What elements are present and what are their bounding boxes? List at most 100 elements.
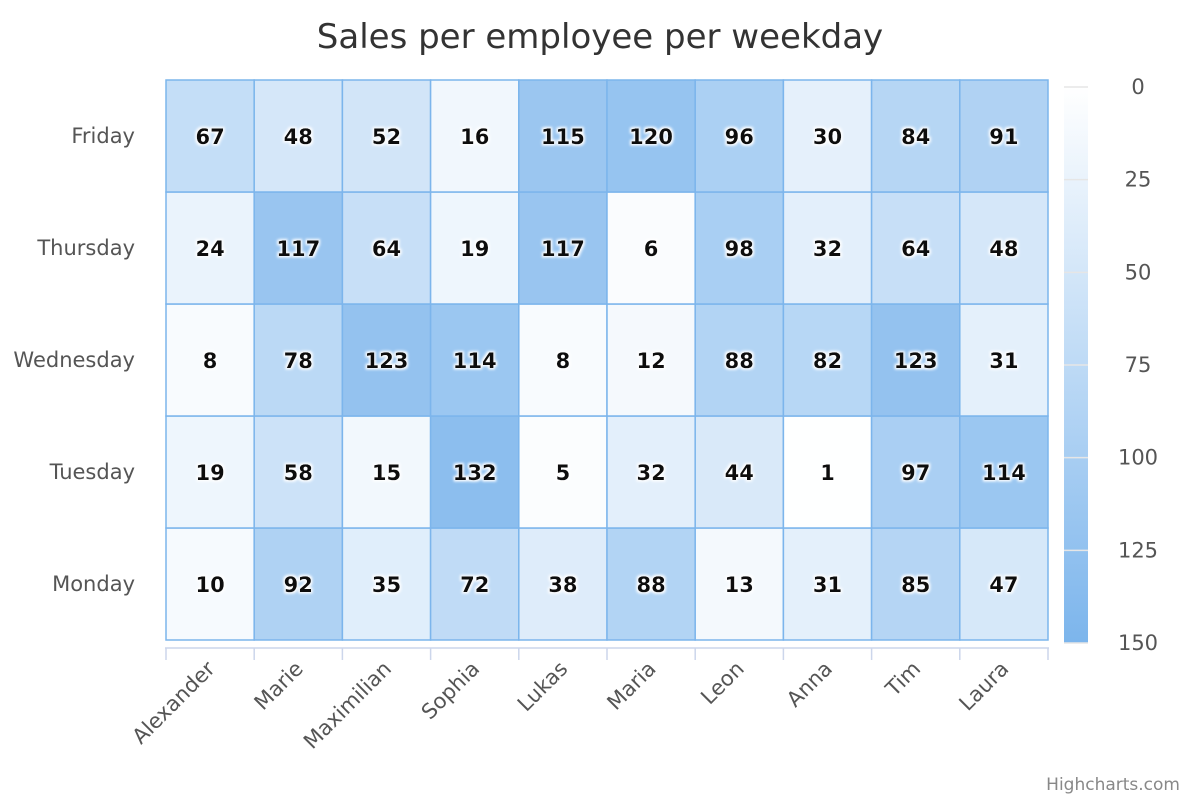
cell-value-label: 96	[725, 125, 754, 149]
legend-tick-label: 150	[1118, 631, 1158, 655]
heatmap-cell[interactable]	[253, 415, 344, 529]
cell-value-label: 16	[460, 125, 489, 149]
y-axis-labels: Monday Tuesday Wednesday Thursday Friday	[13, 124, 135, 596]
heatmap-cell[interactable]	[606, 191, 696, 305]
heatmap-cell[interactable]	[341, 303, 432, 417]
cell-value-label: 48	[284, 125, 313, 149]
cell-value-label: 123	[365, 349, 409, 373]
heatmap-cell[interactable]	[165, 191, 255, 305]
legend-tick-label: 50	[1125, 260, 1152, 284]
cell-value-label: 82	[813, 349, 842, 373]
heatmap-cell[interactable]	[694, 79, 785, 193]
cell-value-label: 44	[725, 461, 754, 485]
cell-value-label: 120	[629, 125, 673, 149]
heatmap-cell[interactable]	[694, 191, 785, 305]
legend-tick-label: 75	[1125, 353, 1152, 377]
cell-value-label: 8	[203, 349, 218, 373]
legend-tick-label: 0	[1131, 75, 1144, 99]
chart-title: Sales per employee per weekday	[317, 17, 883, 57]
cell-value-label: 15	[372, 461, 401, 485]
cell-value-label: 30	[813, 125, 842, 149]
credits-link[interactable]: Highcharts.com	[1046, 775, 1180, 795]
heatmap-cell[interactable]	[341, 415, 432, 529]
heatmap-cell[interactable]	[165, 79, 255, 193]
x-axis-label: Tim	[880, 657, 925, 702]
heatmap-cell[interactable]	[782, 303, 873, 417]
y-axis-label: Tuesday	[49, 460, 135, 484]
cell-value-label: 84	[901, 125, 930, 149]
cell-value-label: 64	[372, 237, 401, 261]
cell-value-label: 67	[195, 125, 224, 149]
cell-value-label: 32	[813, 237, 842, 261]
cell-value-label: 31	[813, 573, 842, 597]
cell-value-label: 88	[725, 349, 754, 373]
heatmap-cell[interactable]	[253, 303, 344, 417]
y-axis-label: Thursday	[36, 236, 135, 260]
cell-value-label: 12	[636, 349, 665, 373]
cell-value-label: 91	[989, 125, 1018, 149]
x-axis-label: Lukas	[513, 657, 573, 717]
cell-value-label: 92	[284, 573, 313, 597]
cell-value-label: 48	[989, 237, 1018, 261]
heatmap-cell[interactable]	[165, 527, 255, 641]
heatmap-cell[interactable]	[253, 527, 344, 641]
heatmap-cell[interactable]	[429, 415, 520, 529]
cell-value-label: 88	[636, 573, 665, 597]
cell-value-label: 38	[548, 573, 577, 597]
cell-value-label: 24	[195, 237, 224, 261]
cell-value-label: 58	[284, 461, 313, 485]
heatmap-cell[interactable]	[606, 303, 696, 417]
cell-value-label: 5	[556, 461, 571, 485]
x-axis-label: Sophia	[417, 657, 485, 725]
x-axis-label: Anna	[782, 657, 837, 712]
heatmap-cell[interactable]	[429, 303, 520, 417]
heatmap-cell[interactable]	[870, 527, 961, 641]
heatmap-cell[interactable]	[429, 191, 520, 305]
heatmap-cells: 1019824679258781174835151236452721321141…	[165, 79, 1049, 641]
cell-value-label: 47	[989, 573, 1018, 597]
cell-value-label: 117	[276, 237, 320, 261]
heatmap-cell[interactable]	[782, 527, 873, 641]
heatmap-cell[interactable]	[959, 79, 1049, 193]
cell-value-label: 19	[195, 461, 224, 485]
heatmap-cell[interactable]	[518, 527, 608, 641]
color-legend: 0 25 50 75 100 125 150	[1064, 75, 1158, 655]
cell-value-label: 64	[901, 237, 930, 261]
cell-value-label: 98	[725, 237, 754, 261]
heatmap-cell[interactable]	[870, 79, 961, 193]
heatmap-cell[interactable]	[429, 79, 520, 193]
cell-value-label: 32	[636, 461, 665, 485]
legend-tick-label: 125	[1118, 538, 1158, 562]
heatmap-cell[interactable]	[606, 415, 696, 529]
y-axis-label: Wednesday	[13, 348, 135, 372]
cell-value-label: 35	[372, 573, 401, 597]
heatmap-cell[interactable]	[870, 415, 961, 529]
x-axis-label: Maximilian	[299, 657, 396, 754]
heatmap-cell[interactable]	[959, 303, 1049, 417]
heatmap-cell[interactable]	[782, 415, 873, 529]
cell-value-label: 123	[894, 349, 938, 373]
cell-value-label: 117	[541, 237, 585, 261]
x-axis-label: Maria	[602, 657, 660, 715]
heatmap-cell[interactable]	[429, 527, 520, 641]
heatmap-cell[interactable]	[165, 415, 255, 529]
heatmap-cell[interactable]	[253, 191, 344, 305]
cell-value-label: 13	[725, 573, 754, 597]
cell-value-label: 114	[982, 461, 1026, 485]
cell-value-label: 114	[453, 349, 497, 373]
x-axis-label: Laura	[954, 657, 1013, 716]
heatmap-cell[interactable]	[518, 303, 608, 417]
x-axis-label: Alexander	[128, 656, 220, 748]
heatmap-cell[interactable]	[959, 415, 1049, 529]
cell-value-label: 1	[820, 461, 835, 485]
y-axis-label: Monday	[52, 572, 135, 596]
legend-tick-label: 100	[1118, 446, 1158, 470]
heatmap-cell[interactable]	[959, 527, 1049, 641]
heatmap-cell[interactable]	[782, 79, 873, 193]
y-axis-label: Friday	[71, 124, 135, 148]
heatmap-cell[interactable]	[253, 79, 344, 193]
x-axis-label: Marie	[250, 657, 308, 715]
heatmap-cell[interactable]	[518, 79, 608, 193]
heatmap-cell[interactable]	[959, 191, 1049, 305]
